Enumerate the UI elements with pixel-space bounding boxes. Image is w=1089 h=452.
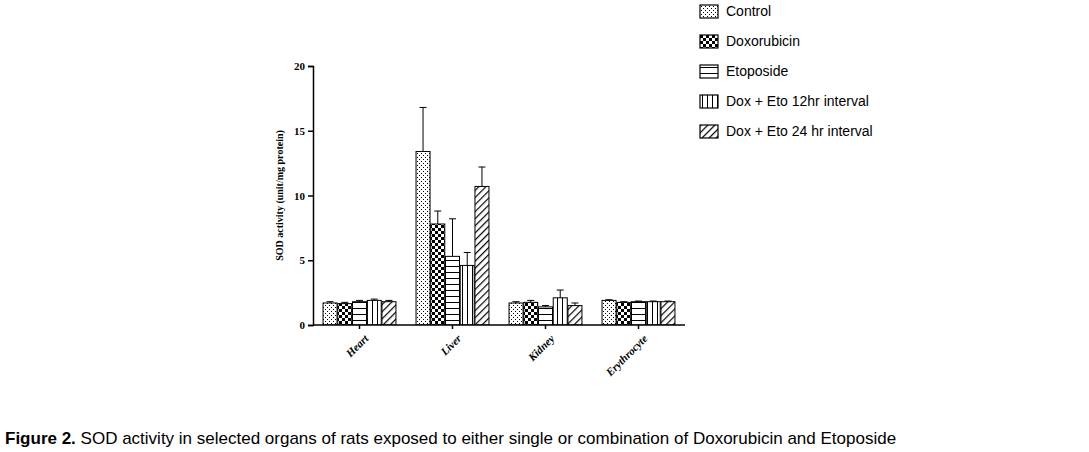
tick-mark xyxy=(359,325,361,329)
legend-swatch xyxy=(700,35,718,48)
legend-entry: Dox + Eto 24 hr interval xyxy=(700,123,873,139)
bar xyxy=(475,186,489,325)
y-axis: 0 5 10 15 20 xyxy=(294,60,314,331)
legend-swatch xyxy=(700,95,718,108)
error-bar xyxy=(434,211,441,224)
series xyxy=(353,219,646,325)
tick: 5 xyxy=(300,254,314,266)
error-bar xyxy=(327,302,334,303)
error-bar xyxy=(620,301,627,303)
tick-mark xyxy=(452,325,454,329)
series xyxy=(382,167,675,325)
legend-label: Dox + Eto 12hr interval xyxy=(726,93,869,109)
bar xyxy=(617,302,631,325)
chart: 0 5 10 15 20 Heart Liver Kidney Erythrocyte SOD a… xyxy=(0,0,1089,452)
tick-mark xyxy=(545,325,547,329)
bar xyxy=(431,224,445,325)
error-bar xyxy=(557,290,564,298)
legend-label: Dox + Eto 24 hr interval xyxy=(726,123,873,139)
legend-entry: Control xyxy=(700,3,771,19)
tick-label: Heart xyxy=(343,332,371,360)
bar xyxy=(446,256,460,325)
error-bar xyxy=(650,301,657,303)
bar xyxy=(524,302,538,325)
legend-label: Control xyxy=(726,3,771,19)
bar xyxy=(509,303,523,325)
bar xyxy=(460,265,474,325)
error-bar xyxy=(371,299,378,300)
error-bar xyxy=(356,300,363,301)
tick-label: 5 xyxy=(300,254,306,266)
legend-swatch xyxy=(700,125,718,138)
tick: 0 xyxy=(300,319,314,331)
tick-label: 10 xyxy=(294,190,306,202)
bar xyxy=(602,300,616,325)
bar xyxy=(353,302,367,325)
tick: Erythrocyte xyxy=(603,325,650,379)
tick-mark xyxy=(638,325,640,329)
error-bar xyxy=(527,300,534,302)
title: Figure 2. SOD activity in selected organ… xyxy=(5,429,896,448)
tick-mark xyxy=(308,131,313,133)
tick: 15 xyxy=(294,125,313,137)
legend-label: Doxorubicin xyxy=(726,33,800,49)
axis-line xyxy=(308,67,314,326)
bar xyxy=(382,302,396,325)
tick-label: 20 xyxy=(294,60,306,72)
legend-label: Etoposide xyxy=(726,63,788,79)
bar xyxy=(646,302,660,325)
legend-swatch xyxy=(700,5,718,18)
series xyxy=(367,252,660,325)
tick-mark xyxy=(308,195,313,197)
bar xyxy=(568,306,582,325)
tick: 10 xyxy=(294,190,313,202)
error-bar xyxy=(464,252,471,265)
error-bar xyxy=(420,107,427,151)
error-bar xyxy=(513,302,520,303)
error-bar xyxy=(571,303,578,306)
bar xyxy=(661,302,675,325)
bar xyxy=(632,302,646,325)
error-bar xyxy=(606,299,613,301)
bar xyxy=(338,304,352,325)
series xyxy=(323,107,616,325)
bars xyxy=(323,107,675,325)
tick-label: Liver xyxy=(437,332,464,359)
tick-label: 0 xyxy=(300,319,306,331)
legend: Control Doxorubicin Etoposide Dox + Eto 12h… xyxy=(700,3,873,139)
legend-entry: Dox + Eto 12hr interval xyxy=(700,93,869,109)
tick-label: 15 xyxy=(294,125,306,137)
error-bar xyxy=(542,306,549,307)
legend-entry: Doxorubicin xyxy=(700,33,800,49)
tick-label: Erythrocyte xyxy=(603,332,650,379)
legend-entry: Etoposide xyxy=(700,63,788,79)
bar xyxy=(323,303,337,325)
tick-mark xyxy=(308,66,313,68)
x-axis: Heart Liver Kidney Erythrocyte xyxy=(313,325,685,379)
bar xyxy=(367,300,381,325)
bar xyxy=(553,298,567,325)
tick: Heart xyxy=(343,325,371,360)
axis-title: SOD activity (unit/mg protein) xyxy=(274,130,286,261)
legend-swatch xyxy=(700,65,718,78)
tick: Liver xyxy=(437,325,464,358)
bar xyxy=(416,151,430,325)
tick-mark xyxy=(308,325,313,327)
tick-label: Kidney xyxy=(525,332,557,364)
error-bar xyxy=(341,302,348,303)
tick-mark xyxy=(308,260,313,262)
error-bar xyxy=(385,300,392,301)
axis-line xyxy=(313,324,685,326)
error-bar xyxy=(449,219,456,257)
tick: 20 xyxy=(294,60,313,72)
error-bar xyxy=(664,301,671,303)
error-bar xyxy=(635,301,642,303)
bar xyxy=(539,307,553,325)
error-bar xyxy=(478,167,485,186)
tick: Kidney xyxy=(525,325,557,364)
